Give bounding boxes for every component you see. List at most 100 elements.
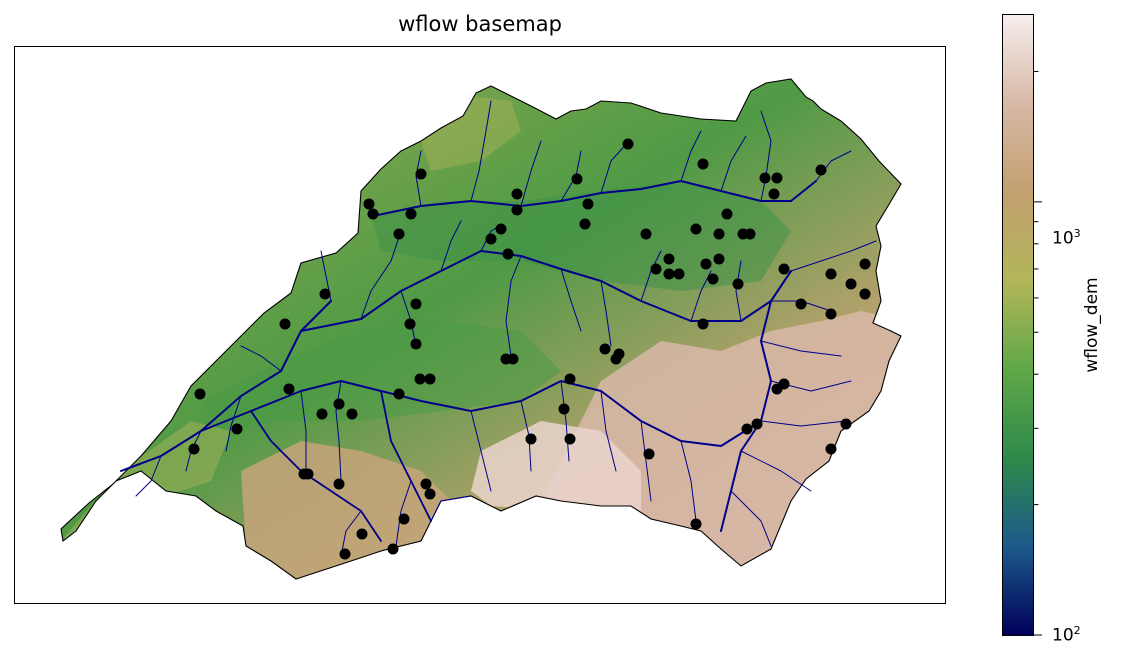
gauge-point [697,158,709,170]
gauge-point [393,388,405,400]
gauge-point [283,383,295,395]
river-main-southcentral [380,390,432,522]
gauge-point [410,298,422,310]
gauge-point [640,228,652,240]
gauge-point [825,443,837,455]
river-network [120,100,877,557]
gauge-point [319,288,331,300]
gauge-point [815,164,827,176]
high-elevation-center [471,421,641,521]
colorbar-tick-1000: 103 [1052,227,1081,249]
gauge-point [339,548,351,560]
gauge-point [405,208,417,220]
gauge-point [697,318,709,330]
gauge-point [507,353,519,365]
gauge-point [194,388,206,400]
river-tributaries [135,100,877,557]
gauge-point [778,378,790,390]
gauge-point [511,188,523,200]
gauge-point [663,253,675,265]
gauge-point [751,418,763,430]
high-elevation-southwest [241,441,451,579]
valley-zone-north [371,181,791,291]
map-title: wflow basemap [398,12,562,36]
gauge-point [840,418,852,430]
gauge-point [713,228,725,240]
upland-north [421,96,521,171]
gauge-point [771,172,783,184]
upland-west [61,421,231,541]
gauge-point [511,204,523,216]
gauge-point [424,373,436,385]
gauge-point [744,228,756,240]
gauge-point [525,433,537,445]
gauge-point [333,478,345,490]
river-main-south [200,380,762,447]
gauge-point [663,268,675,280]
gauge-point [231,423,243,435]
colorbar-ticks [1034,70,1042,636]
gauge-point [690,518,702,530]
gauge-point [387,543,399,555]
gauge-point [316,408,328,420]
gauge-point [650,263,662,275]
gauge-point [346,408,358,420]
gauge-point [825,268,837,280]
river-main-east [720,270,792,532]
terrain-layer [60,78,902,580]
gauge-point [367,208,379,220]
colorbar-tick-100: 102 [1052,624,1081,646]
gauge-point [721,208,733,220]
gauge-point [495,223,507,235]
gauge-point [579,218,591,230]
gauge-point [571,173,583,185]
gauge-point [564,373,576,385]
river-main-north [372,180,817,217]
gauge-point [410,338,422,350]
gauge-point [713,253,725,265]
river-main-sw [250,410,382,542]
gauge-point [582,198,594,210]
gauge-point [302,468,314,480]
gauge-point [404,318,416,330]
gauge-point [859,258,871,270]
colorbar-label: wflow_dem [1082,277,1102,373]
gauge-point [415,168,427,180]
gauge-point [485,233,497,245]
gauge-point [279,318,291,330]
gauge-point [363,198,375,210]
gauge-point [613,348,625,360]
gauge-point [643,448,655,460]
colorbar-gradient [1003,15,1033,635]
gauge-point [414,373,426,385]
gauge-point [564,433,576,445]
gauge-point [700,258,712,270]
map-panel[interactable] [14,46,946,604]
gauge-point [859,288,871,300]
basin-outline [60,78,902,580]
gauge-point [622,138,634,150]
gauge-point [768,188,780,200]
valley-zone-south [201,321,561,431]
gauge-points [188,138,871,560]
gauge-point [690,223,702,235]
gauge-point [845,278,857,290]
gauge-point [707,273,719,285]
gauge-point [356,528,368,540]
gauge-point [393,228,405,240]
colorbar [1002,14,1034,636]
gauge-point [732,278,744,290]
gauge-point [795,298,807,310]
gauge-point [333,398,345,410]
gauge-point [673,268,685,280]
basemap-svg [60,78,902,580]
gauge-point [424,488,436,500]
gauge-point [599,343,611,355]
gauge-point [420,478,432,490]
gauge-point [558,403,570,415]
gauge-point [741,423,753,435]
gauge-point [759,172,771,184]
gauge-point [398,513,410,525]
gauge-point [778,263,790,275]
gauge-point [502,248,514,260]
